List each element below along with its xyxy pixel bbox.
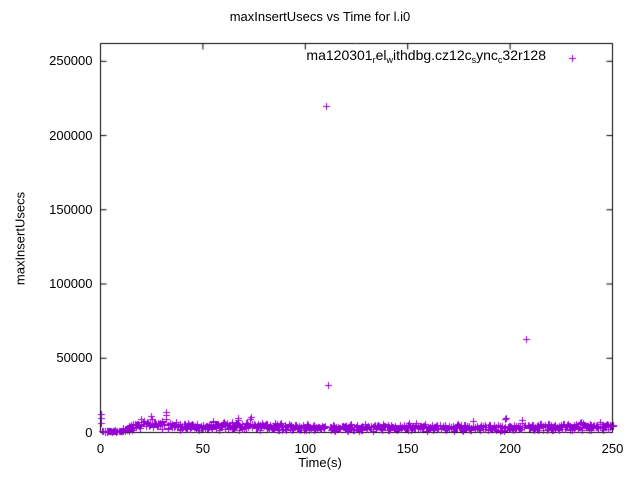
legend-text: ithdbg.cz12c <box>393 47 472 63</box>
y-tick-label: 200000 <box>49 127 93 143</box>
chart-title: maxInsertUsecs vs Time for l.i0 <box>229 9 411 24</box>
x-tick-label: 200 <box>499 440 521 456</box>
x-axis-title: Time(s) <box>298 455 342 470</box>
legend-text: el <box>375 47 387 63</box>
y-tick-label: 250000 <box>49 53 93 69</box>
x-tick-label: 250 <box>601 440 624 456</box>
legend-subscript: c <box>497 55 503 65</box>
y-tick-label: 0 <box>85 424 93 440</box>
legend-series-label: ma120301relwithdbg.cz12csyncc32r128 <box>0 47 546 65</box>
y-tick-label: 100000 <box>49 276 93 292</box>
legend-subscript: s <box>471 55 477 65</box>
legend-subscript: r <box>372 55 376 65</box>
x-tick-label: 50 <box>195 440 211 456</box>
legend-text: ync <box>476 47 498 63</box>
legend-text: ma120301 <box>306 47 373 63</box>
y-axis-title: maxInsertUsecs <box>12 191 28 286</box>
legend-text: 32r128 <box>502 47 546 63</box>
x-tick-label: 100 <box>294 440 317 456</box>
x-tick-label: 0 <box>96 440 105 456</box>
x-tick-label: 150 <box>396 440 419 456</box>
y-tick-label: 50000 <box>56 350 93 366</box>
y-tick-label: 150000 <box>49 201 93 217</box>
legend-subscript: w <box>386 55 394 65</box>
